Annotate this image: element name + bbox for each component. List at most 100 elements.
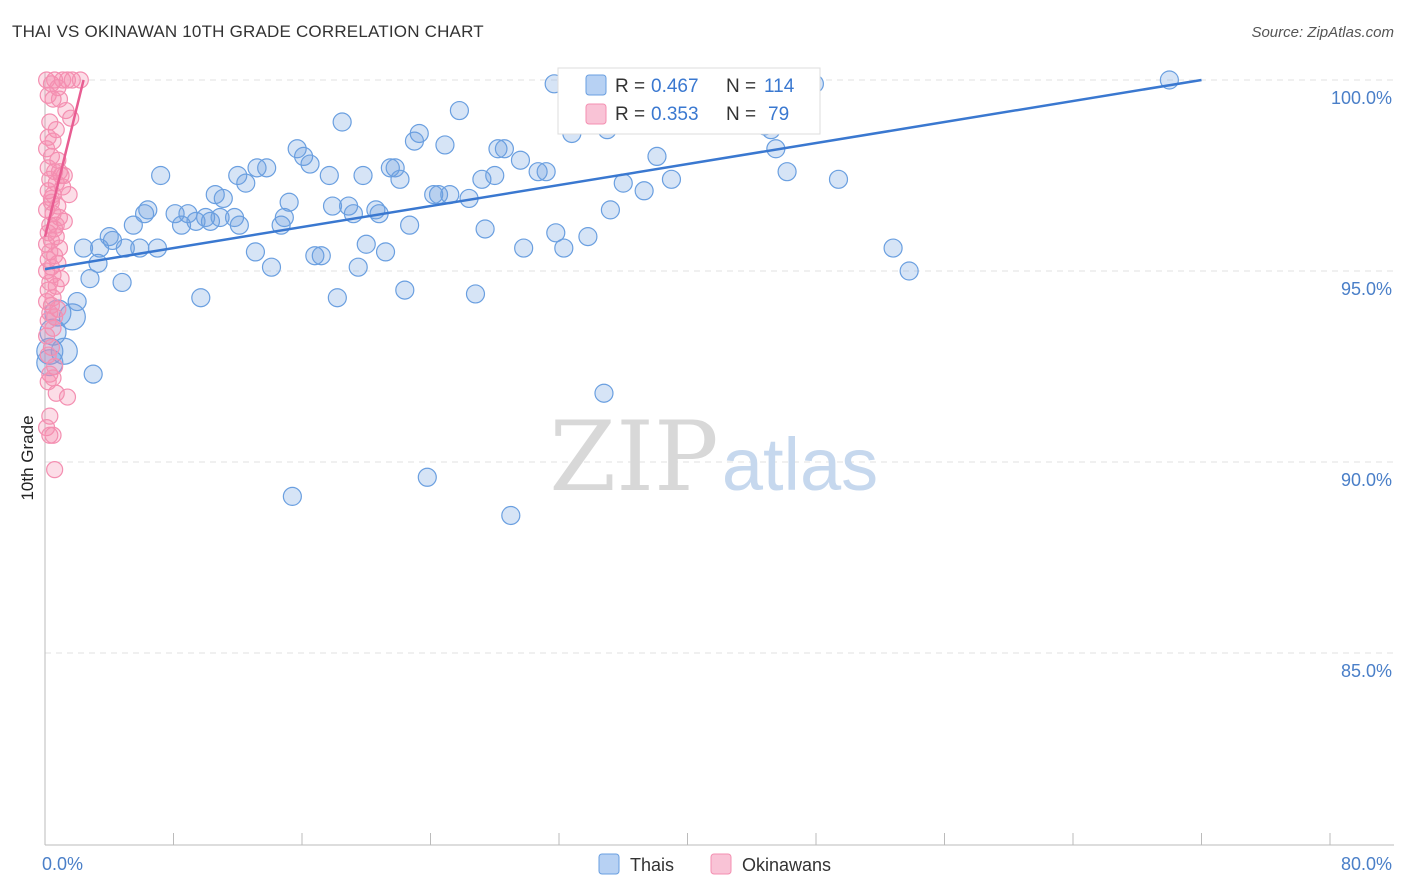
thais-point-63 (390, 169, 410, 189)
thais-point-37 (257, 158, 277, 178)
okinawans-trend-line (43, 79, 85, 237)
stats-r-value-thais: 0.467 (651, 76, 699, 97)
thais-point-73 (449, 100, 470, 121)
thais-point-84 (536, 162, 556, 182)
thais-point-89 (578, 227, 598, 247)
y-tick-label-3: 85.0% (1341, 661, 1392, 681)
thais-point-10 (73, 238, 94, 258)
thais-points (36, 70, 1179, 526)
thais-point-35 (236, 173, 256, 193)
stats-swatch-okinawans (585, 103, 607, 125)
watermark-atlas: atlas (722, 423, 878, 506)
legend-swatch-okinawans[interactable] (710, 853, 732, 875)
thais-point-20 (138, 200, 158, 220)
thais-point-33 (229, 215, 249, 235)
thais-point-44 (287, 139, 307, 159)
thais-point-4 (50, 337, 78, 365)
thais-point-34 (228, 165, 248, 186)
stats-r-value-okinawans: 0.353 (651, 104, 699, 125)
thais-point-28 (200, 211, 221, 231)
thais-trend-line (44, 78, 1202, 271)
thais-point-25 (186, 211, 206, 231)
thais-point-56 (353, 165, 373, 186)
stats-n-value-thais: 114 (764, 76, 795, 97)
y-axis-label: 10th Grade (18, 415, 37, 500)
thais-point-75 (465, 284, 486, 304)
thais-point-57 (356, 234, 376, 254)
thais-point-83 (528, 162, 548, 182)
thais-point-77 (475, 219, 495, 239)
thais-point-71 (435, 135, 455, 155)
okinawans-point-69 (58, 388, 77, 406)
stats-box: R = 0.467 N = 114 R = 0.353 N = 79 (557, 67, 821, 135)
thais-point-96 (634, 181, 654, 201)
okinawans-points (38, 71, 89, 479)
x-ticks (44, 833, 1331, 845)
okinawans-point-74 (46, 461, 64, 479)
thais-point-109 (899, 261, 919, 281)
thais-point-82 (514, 238, 534, 258)
thais-point-92 (600, 200, 621, 220)
okinawans-point-28 (60, 186, 78, 204)
thais-point-6 (67, 291, 87, 312)
thais-point-60 (375, 242, 396, 262)
y-tick-label-2: 90.0% (1341, 470, 1392, 490)
thais-point-85 (546, 223, 566, 243)
stats-n-label-thais: N = (726, 76, 756, 97)
legend-swatch-thais[interactable] (598, 853, 620, 875)
thais-point-69 (424, 185, 444, 205)
thais-point-68 (417, 467, 437, 487)
thais-point-18 (123, 215, 143, 235)
thais-point-98 (661, 169, 682, 189)
chart-title: THAI VS OKINAWAN 10TH GRADE CORRELATION … (12, 22, 484, 41)
thais-point-16 (147, 238, 168, 258)
thais-point-51 (327, 288, 347, 308)
thais-point-108 (883, 238, 903, 258)
thais-point-76 (472, 169, 492, 189)
thais-point-39 (261, 257, 282, 277)
thais-point-64 (395, 280, 415, 300)
okinawans-point-78 (47, 216, 65, 234)
thais-point-65 (400, 215, 420, 235)
thais-point-30 (210, 207, 230, 228)
thais-point-91 (594, 383, 614, 403)
watermark: ZIP atlas (549, 401, 878, 513)
thais-point-50 (322, 196, 343, 216)
thais-point-13 (99, 227, 119, 247)
okinawans-point-5 (71, 71, 89, 89)
thais-point-49 (319, 165, 339, 186)
thais-point-8 (83, 364, 103, 384)
thais-point-107 (828, 169, 849, 189)
stats-r-label-thais: R = (615, 76, 645, 97)
thais-point-105 (777, 162, 797, 182)
legend-label-okinawans[interactable]: Okinawans (742, 855, 831, 875)
thais-point-42 (279, 192, 299, 212)
thais-point-36 (247, 158, 267, 178)
thais-point-47 (305, 246, 325, 266)
okinawans-point-68 (47, 384, 65, 402)
stats-n-label-okinawans: N = (726, 104, 756, 125)
thais-point-45 (294, 146, 314, 166)
watermark-zip: ZIP (549, 401, 718, 513)
thais-point-21 (151, 165, 171, 186)
thais-point-62 (385, 158, 405, 178)
thais-point-38 (245, 242, 266, 262)
thais-point-55 (348, 257, 368, 277)
thais-point-43 (282, 486, 302, 506)
thais-point-78 (488, 139, 508, 159)
trend-lines (43, 78, 1202, 271)
thais-point-7 (80, 269, 100, 289)
thais-point-97 (647, 146, 667, 166)
legend-label-thais[interactable]: Thais (630, 855, 674, 875)
x-tick-label-1: 80.0% (1341, 854, 1392, 874)
thais-point-80 (501, 505, 521, 526)
thais-point-67 (409, 123, 429, 144)
stats-n-value-okinawans: 79 (768, 104, 789, 125)
thais-point-41 (274, 207, 294, 228)
y-tick-labels: 100.0% 95.0% 90.0% 85.0% (1331, 88, 1392, 681)
x-tick-label-0: 0.0% (42, 854, 83, 874)
thais-point-79 (494, 139, 514, 159)
okinawans-point-73 (41, 426, 59, 444)
thais-point-48 (311, 246, 331, 266)
